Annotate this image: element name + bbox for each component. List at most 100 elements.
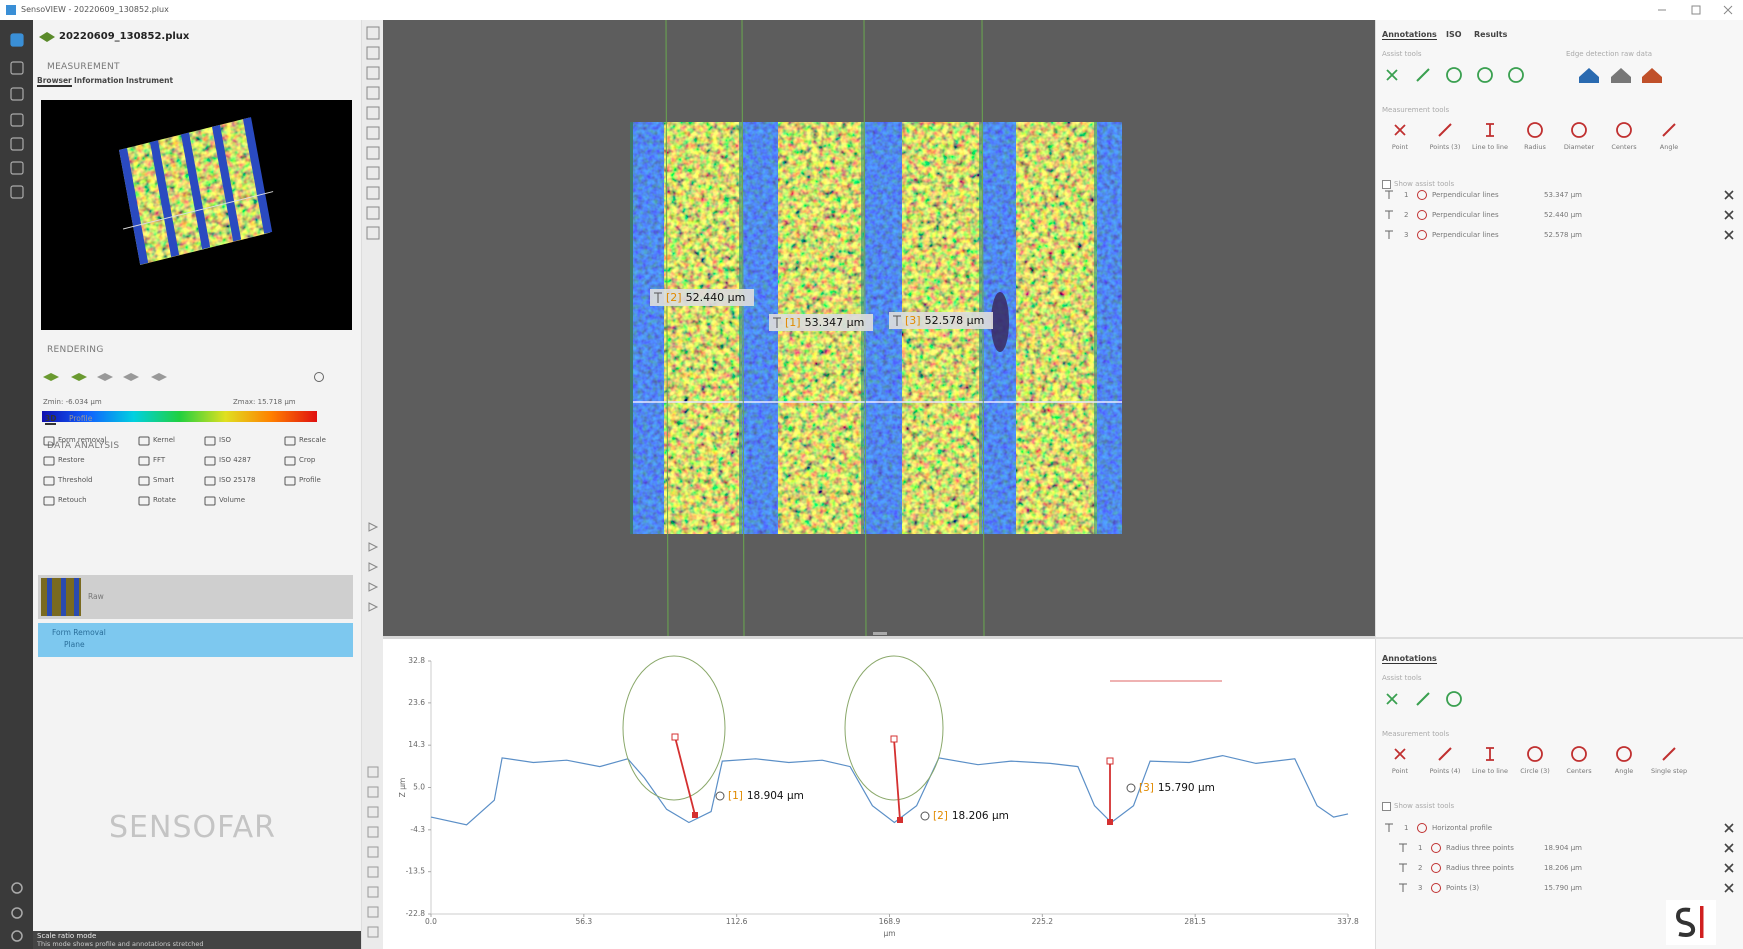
tool-label[interactable]: Points (3) xyxy=(1427,143,1463,151)
view-tool[interactable] xyxy=(366,765,380,779)
tool-label[interactable]: Smart xyxy=(153,476,174,484)
delete-button[interactable] xyxy=(1724,230,1734,240)
tool-label[interactable]: ISO 25178 xyxy=(219,476,256,484)
tool-label[interactable]: Retouch xyxy=(58,496,87,504)
tool-label[interactable]: Kernel xyxy=(153,436,175,444)
delete-button[interactable] xyxy=(1724,190,1734,200)
tool-icon[interactable] xyxy=(1444,65,1464,85)
tool-icon[interactable] xyxy=(284,475,296,487)
tool-label[interactable]: Angle xyxy=(1651,143,1687,151)
view-tool[interactable] xyxy=(366,925,380,939)
tool-icon[interactable] xyxy=(1390,744,1410,764)
tool-icon[interactable] xyxy=(204,475,216,487)
tool-icon[interactable] xyxy=(204,495,216,507)
tool-icon[interactable] xyxy=(1475,65,1495,85)
tool-icon[interactable] xyxy=(1614,120,1634,140)
tool-icon[interactable] xyxy=(1659,120,1679,140)
tab[interactable]: 3D xyxy=(45,414,56,425)
tool-label[interactable]: Angle xyxy=(1606,767,1642,775)
checkbox[interactable] xyxy=(1382,802,1391,811)
tab[interactable]: Annotations xyxy=(1382,30,1437,40)
delete-button[interactable] xyxy=(1724,210,1734,220)
splitter-grip[interactable] xyxy=(873,632,887,635)
delete-button[interactable] xyxy=(1724,843,1734,853)
view-tool[interactable] xyxy=(366,166,380,180)
tool-label[interactable]: Radius xyxy=(1517,143,1553,151)
view-tool[interactable] xyxy=(366,580,380,594)
tool-icon[interactable] xyxy=(43,435,55,447)
view-tool[interactable] xyxy=(366,126,380,140)
view-tool[interactable] xyxy=(366,600,380,614)
view-tool[interactable] xyxy=(366,66,380,80)
tool-label[interactable]: Rescale xyxy=(299,436,326,444)
view-tool[interactable] xyxy=(366,146,380,160)
tool-label[interactable]: Crop xyxy=(299,456,315,464)
nav-icon[interactable] xyxy=(9,905,25,921)
tool-label[interactable]: Volume xyxy=(219,496,245,504)
view-tool[interactable] xyxy=(366,520,380,534)
view-tool[interactable] xyxy=(366,885,380,899)
layer-raw[interactable]: Raw xyxy=(38,575,353,619)
row-icon[interactable] xyxy=(1398,843,1408,853)
render-mode[interactable] xyxy=(151,373,167,381)
tool-icon[interactable] xyxy=(1413,65,1433,85)
nav-icon[interactable] xyxy=(9,928,25,944)
tab[interactable]: Information xyxy=(74,76,124,85)
tool-icon[interactable] xyxy=(1614,744,1634,764)
tool-icon[interactable] xyxy=(1390,120,1410,140)
tool-label[interactable]: Line to line xyxy=(1472,143,1508,151)
delete-button[interactable] xyxy=(1724,823,1734,833)
tool-label[interactable]: Diameter xyxy=(1561,143,1597,151)
row-icon[interactable] xyxy=(1398,863,1408,873)
render-modes[interactable] xyxy=(41,369,341,385)
nav-icon[interactable] xyxy=(9,112,25,128)
tool-label[interactable]: ISO xyxy=(219,436,231,444)
view-tool[interactable] xyxy=(366,845,380,859)
nav-icon[interactable] xyxy=(9,86,25,102)
tool-icon[interactable] xyxy=(43,495,55,507)
tool-icon[interactable] xyxy=(1444,689,1464,709)
tool-icon[interactable] xyxy=(284,455,296,467)
nav-icon[interactable] xyxy=(9,184,25,200)
tool-label[interactable]: ISO 4287 xyxy=(219,456,251,464)
view-tool[interactable] xyxy=(366,560,380,574)
render-mode[interactable] xyxy=(43,373,59,381)
render-mode[interactable] xyxy=(97,373,113,381)
tool-label[interactable]: Profile xyxy=(299,476,321,484)
reset-icon[interactable] xyxy=(315,373,324,382)
view-tool[interactable] xyxy=(366,785,380,799)
row-icon[interactable] xyxy=(1384,823,1394,833)
nav-icon[interactable] xyxy=(9,136,25,152)
tab[interactable]: Instrument xyxy=(126,76,173,85)
tool-label[interactable]: Points (4) xyxy=(1427,767,1463,775)
tool-icon[interactable] xyxy=(1480,744,1500,764)
tool-label[interactable]: Line to line xyxy=(1472,767,1508,775)
row-icon[interactable] xyxy=(1384,210,1394,220)
tool-icon[interactable] xyxy=(1382,689,1402,709)
tool-icon[interactable] xyxy=(1435,120,1455,140)
view-tool[interactable] xyxy=(366,206,380,220)
view-tool[interactable] xyxy=(366,865,380,879)
nav-icon[interactable] xyxy=(9,160,25,176)
edge-tool[interactable] xyxy=(1640,65,1664,85)
row-icon[interactable] xyxy=(1384,230,1394,240)
delete-button[interactable] xyxy=(1724,863,1734,873)
tool-icon[interactable] xyxy=(1435,744,1455,764)
view-tool[interactable] xyxy=(366,46,380,60)
tab[interactable]: Profile xyxy=(69,414,92,423)
tab[interactable]: Results xyxy=(1474,30,1507,39)
tool-label[interactable]: Single step xyxy=(1651,767,1687,775)
tool-icon[interactable] xyxy=(1525,120,1545,140)
edge-tool[interactable] xyxy=(1577,65,1601,85)
checkbox-label[interactable]: Show assist tools xyxy=(1394,180,1454,188)
tool-icon[interactable] xyxy=(204,435,216,447)
tool-label[interactable]: Restore xyxy=(58,456,85,464)
tool-icon[interactable] xyxy=(1506,65,1526,85)
nav-icon[interactable] xyxy=(9,60,25,76)
maximize[interactable] xyxy=(1692,6,1700,14)
window-controls[interactable] xyxy=(1650,4,1740,16)
layer-form-removal[interactable]: Form Removal Plane xyxy=(38,623,353,657)
view-tool[interactable] xyxy=(366,540,380,554)
nav-icon[interactable] xyxy=(9,880,25,896)
view-tool[interactable] xyxy=(366,86,380,100)
